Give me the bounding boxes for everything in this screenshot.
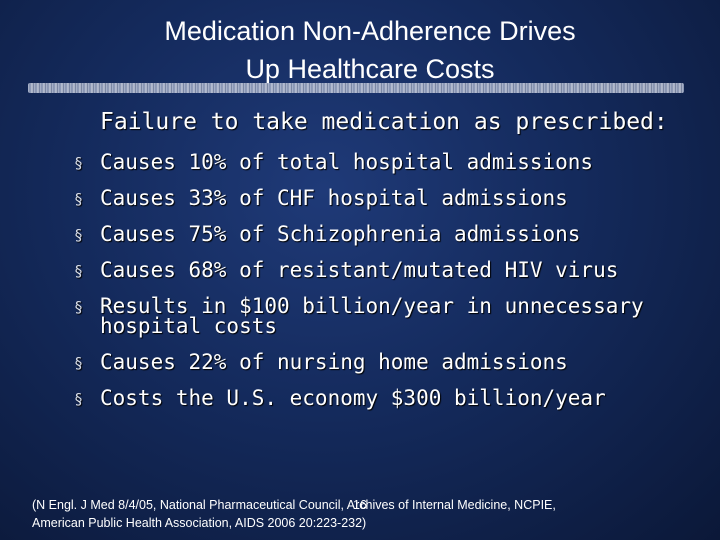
bullet-item: § Causes 22% of nursing home admissions: [74, 350, 684, 374]
bullet-marker-icon: §: [74, 354, 84, 372]
bullet-text: Costs the U.S. economy $300 billion/year: [100, 386, 606, 410]
bullet-item: § Causes 33% of CHF hospital admissions: [74, 186, 684, 210]
bullet-marker-icon: §: [74, 190, 84, 208]
slide-title-line-2: Up Healthcare Costs: [245, 54, 495, 84]
bullet-text: Causes 22% of nursing home admissions: [100, 350, 568, 374]
bullet-marker-icon: §: [74, 226, 84, 244]
bullet-marker-icon: §: [74, 390, 84, 408]
bullet-list: § Causes 10% of total hospital admission…: [74, 152, 684, 424]
bullet-text: Results in $100 billion/year in unnecess…: [100, 294, 644, 338]
source-line-1: (N Engl. J Med 8/4/05, National Pharmace…: [32, 498, 556, 512]
slide-subtitle: Failure to take medication as prescribed…: [100, 109, 668, 135]
bullet-text: Causes 68% of resistant/mutated HIV viru…: [100, 258, 619, 282]
bullet-marker-icon: §: [74, 262, 84, 280]
bullet-item: § Causes 75% of Schizophrenia admissions: [74, 222, 684, 246]
bullet-item: § Causes 10% of total hospital admission…: [74, 150, 684, 174]
source-citation: (N Engl. J Med 8/4/05, National Pharmace…: [32, 496, 652, 532]
bullet-text: Causes 10% of total hospital admissions: [100, 150, 594, 174]
slide-title: Medication Non-Adherence Drives Up Healt…: [60, 12, 680, 88]
bullet-item: § Costs the U.S. economy $300 billion/ye…: [74, 386, 684, 410]
slide-title-line-1: Medication Non-Adherence Drives: [164, 16, 576, 46]
title-divider: [28, 83, 684, 93]
bullet-item: § Results in $100 billion/year in unnece…: [74, 294, 684, 338]
source-line-2: American Public Health Association, AIDS…: [32, 516, 367, 530]
bullet-marker-icon: §: [74, 298, 84, 316]
bullet-text: Causes 33% of CHF hospital admissions: [100, 186, 568, 210]
page-number: 16: [353, 498, 367, 512]
bullet-item: § Causes 68% of resistant/mutated HIV vi…: [74, 258, 684, 282]
bullet-marker-icon: §: [74, 154, 84, 172]
bullet-text: Causes 75% of Schizophrenia admissions: [100, 222, 581, 246]
